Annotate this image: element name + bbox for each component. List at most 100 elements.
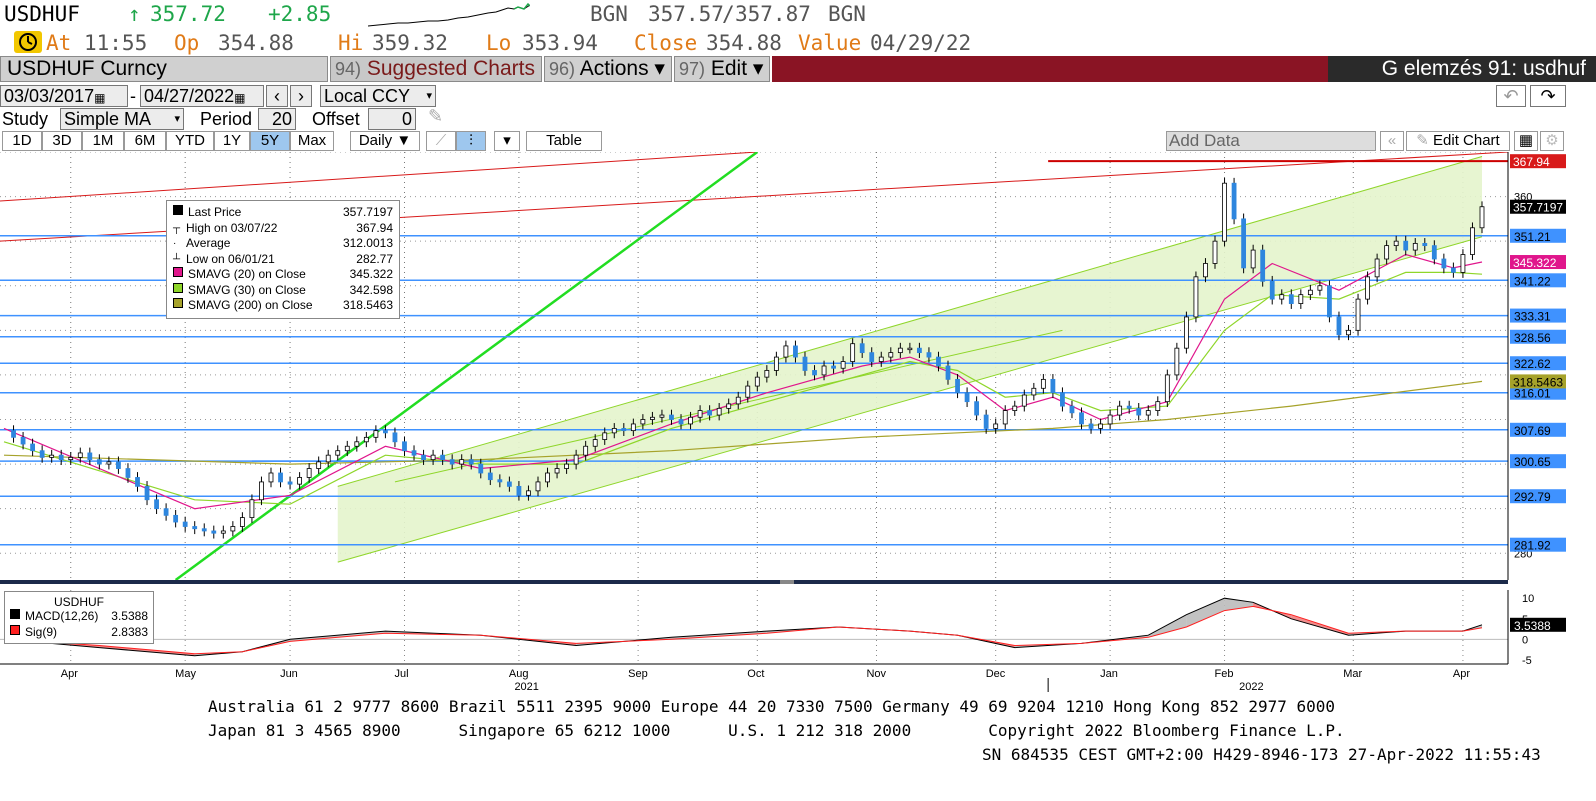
x-axis-tick: Apr — [61, 668, 78, 680]
gear-icon[interactable]: ⚙ — [1540, 131, 1564, 151]
candle — [516, 485, 522, 496]
footer-session: SN 684535 CEST GMT+2:00 H429-8946-173 27… — [982, 745, 1541, 764]
currency-select[interactable]: Local CCY ▾ — [320, 85, 436, 107]
security-field[interactable]: USDHUF Curncy — [0, 56, 328, 82]
edit-chart-label: Edit Chart — [1433, 132, 1500, 149]
chart-legend: Last Price 357.7197 ┬ High on 03/07/22 367.9… — [166, 200, 400, 319]
period-button-max[interactable]: Max — [290, 131, 334, 151]
candle — [268, 472, 274, 483]
chart-type-dropdown-icon[interactable]: ▾ — [494, 131, 520, 151]
add-data-input[interactable]: Add Data — [1166, 131, 1376, 151]
calendar-icon[interactable]: ▦ — [94, 91, 106, 105]
candle — [716, 407, 722, 416]
candle — [1136, 407, 1142, 416]
offset-input[interactable]: 0 — [368, 108, 416, 130]
candle — [154, 499, 159, 510]
level-tag-bg — [1510, 422, 1566, 437]
calendar-icon[interactable]: ▦ — [234, 91, 246, 105]
candle — [764, 370, 770, 378]
macd-axis-tick: 10 — [1522, 593, 1534, 605]
candle — [1002, 410, 1008, 425]
bid-source: BGN — [590, 2, 628, 26]
period-input[interactable]: 20 — [258, 108, 296, 130]
value-tag-bg — [1510, 255, 1566, 270]
candle — [773, 356, 779, 371]
period-button-6m[interactable]: 6M — [124, 131, 166, 151]
candle — [630, 423, 636, 432]
end-date-value: 04/27/2022 — [144, 86, 235, 106]
candle — [1184, 316, 1189, 349]
close-value: 354.88 — [706, 31, 782, 55]
frequency-select[interactable]: Daily ▼ — [350, 131, 420, 151]
candle — [1403, 240, 1409, 251]
table-button[interactable]: Table — [526, 131, 602, 151]
candle — [554, 468, 560, 474]
candle — [1164, 374, 1170, 403]
bar-chart-icon[interactable]: ⫶ — [456, 131, 486, 151]
collapse-icon[interactable]: « — [1380, 131, 1404, 151]
candle — [211, 530, 217, 534]
candle — [611, 428, 617, 434]
level-tag: 316.01 — [1514, 387, 1551, 401]
edit-label: Edit ▾ — [710, 57, 764, 80]
clock-icon[interactable] — [14, 31, 42, 53]
macd-histogram-fill — [1186, 598, 1225, 627]
candle — [993, 423, 999, 429]
candle — [726, 403, 732, 409]
candle — [1431, 245, 1437, 260]
redo-button[interactable]: ↷ — [1530, 85, 1566, 107]
level-tag: 322.62 — [1514, 357, 1551, 371]
candle — [1222, 182, 1227, 242]
edit-menu[interactable]: 97) Edit ▾ — [674, 56, 770, 82]
macd-tag: 3.5388 — [1514, 619, 1551, 633]
period-button-3d[interactable]: 3D — [42, 131, 82, 151]
panel-resize-handle[interactable] — [780, 580, 794, 584]
sma30-line — [3, 271, 1483, 505]
candle — [1317, 285, 1323, 291]
dropdown-arrow-icon: ▾ — [426, 90, 432, 102]
candle — [335, 450, 341, 456]
candle — [859, 343, 865, 354]
chart-settings-icon[interactable]: ▦ — [1514, 131, 1538, 151]
next-range-button[interactable]: › — [290, 85, 312, 107]
candle — [1012, 405, 1018, 411]
macd-legend-value: 2.8383 — [111, 624, 148, 639]
line-chart-icon[interactable]: ⟋ — [426, 131, 456, 151]
period-button-5y[interactable]: 5Y — [250, 131, 290, 151]
candle — [754, 376, 760, 387]
study-select[interactable]: Simple MA ▾ — [60, 108, 184, 130]
candle — [1174, 347, 1180, 376]
x-axis-tick: Feb — [1215, 668, 1234, 680]
edit-chart-button[interactable]: ✎ Edit Chart — [1406, 131, 1510, 151]
pen-icon[interactable]: ✎ — [428, 106, 444, 126]
suggested-charts-menu[interactable]: 94) Suggested Charts — [330, 56, 542, 82]
candle — [945, 365, 951, 380]
candle — [802, 356, 808, 371]
candle — [897, 347, 903, 354]
start-date-field[interactable]: 03/03/2017▦ — [0, 85, 128, 107]
level-tag: 281.92 — [1514, 539, 1551, 553]
low-value: 353.94 — [522, 31, 598, 55]
period-button-ytd[interactable]: YTD — [166, 131, 214, 151]
study-label: Study — [2, 109, 49, 129]
level-tag-bg — [1510, 537, 1566, 552]
candle — [936, 356, 941, 367]
period-button-1y[interactable]: 1Y — [214, 131, 250, 151]
period-button-1d[interactable]: 1D — [2, 131, 42, 151]
time-label: At — [46, 31, 72, 55]
prev-range-button[interactable]: ‹ — [266, 85, 288, 107]
channel-upper-line — [337, 155, 1483, 487]
undo-button[interactable]: ↶ — [1496, 85, 1526, 107]
candle — [163, 508, 169, 516]
candle — [1450, 267, 1456, 273]
candle — [1250, 249, 1256, 269]
level-tag: 292.79 — [1514, 490, 1551, 504]
actions-menu[interactable]: 96) Actions ▾ — [544, 56, 672, 82]
end-date-field[interactable]: 04/27/2022▦ — [140, 85, 264, 107]
candle — [11, 430, 16, 438]
period-button-1m[interactable]: 1M — [82, 131, 124, 151]
level-tag-bg — [1510, 329, 1566, 344]
candle — [964, 392, 970, 403]
candle — [325, 454, 331, 463]
candle — [1269, 280, 1275, 300]
